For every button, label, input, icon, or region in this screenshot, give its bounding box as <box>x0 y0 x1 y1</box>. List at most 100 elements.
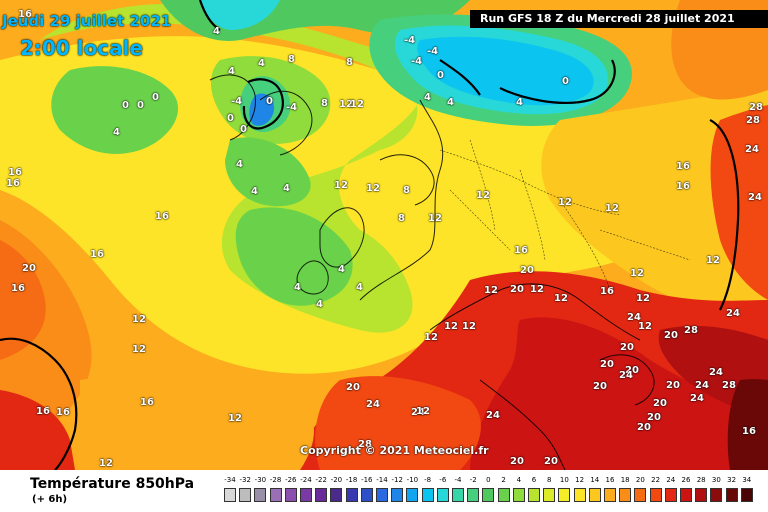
scale-tick: -10 <box>406 476 419 484</box>
scale-swatch <box>664 488 677 502</box>
isotherm-label: 4 <box>113 127 120 138</box>
isotherm-label: 20 <box>625 365 639 376</box>
isotherm-label: 16 <box>18 9 32 20</box>
isotherm-label: 4 <box>516 97 523 108</box>
scale-swatch <box>558 488 571 502</box>
scale-swatch <box>543 488 556 502</box>
copyright-notice: Copyright © 2021 Meteociel.fr <box>300 444 489 457</box>
scale-swatch <box>588 488 601 502</box>
scale-tick: 18 <box>620 476 630 484</box>
isotherm-label: 20 <box>510 284 524 295</box>
isotherm-label: 12 <box>638 321 652 332</box>
isotherm-label: 28 <box>722 380 736 391</box>
isotherm-label: 12 <box>339 99 353 110</box>
isotherm-label: 20 <box>666 380 680 391</box>
isotherm-label: 12 <box>428 213 442 224</box>
scale-swatch <box>695 488 708 502</box>
isotherm-label: 4 <box>356 282 363 293</box>
isotherm-label: 16 <box>8 167 22 178</box>
isotherm-label: 24 <box>411 407 425 418</box>
isotherm-label: 8 <box>346 57 353 68</box>
scale-swatch <box>315 488 328 502</box>
scale-swatch <box>345 488 358 502</box>
isotherm-label: -4 <box>404 35 416 46</box>
scale-tick: 0 <box>486 476 491 484</box>
isotherm-label: 0 <box>152 92 159 103</box>
isotherm-label: 12 <box>558 197 572 208</box>
run-banner: Run GFS 18 Z du Mercredi 28 juillet 2021 <box>470 10 768 28</box>
isotherm-label: 16 <box>36 406 50 417</box>
isotherm-label: 24 <box>695 380 709 391</box>
scale-tick: 34 <box>742 476 752 484</box>
scale-swatch <box>300 488 312 502</box>
scale-swatch <box>573 488 586 502</box>
isotherm-label: 24 <box>709 367 723 378</box>
scale-tick: -26 <box>285 476 297 484</box>
isotherm-label: 20 <box>647 412 661 423</box>
isotherm-label: 28 <box>684 325 698 336</box>
isotherm-label: 16 <box>155 211 169 222</box>
isotherm-label: 12 <box>636 293 650 304</box>
scale-tick: 12 <box>575 476 585 484</box>
scale-tick: -32 <box>239 476 251 484</box>
forecast-offset: (+ 6h) <box>32 494 68 505</box>
scale-tick: -30 <box>254 476 267 484</box>
scale-swatch <box>497 488 510 502</box>
scale-tick: -2 <box>469 476 477 484</box>
isotherm-label: 12 <box>132 314 146 325</box>
isotherm-label: 12 <box>605 203 619 214</box>
scale-tick: -6 <box>439 476 447 484</box>
isotherm-label: 12 <box>132 344 146 355</box>
isotherm-label: 16 <box>676 161 690 172</box>
isotherm-label: 4 <box>338 264 345 275</box>
temperature-field <box>0 0 768 470</box>
scale-swatch <box>512 488 525 502</box>
isotherm-label: 12 <box>444 321 458 332</box>
isotherm-label: 8 <box>398 213 405 224</box>
scale-tick: 20 <box>635 476 645 484</box>
isotherm-label: 0 <box>266 96 273 107</box>
isotherm-label: 24 <box>726 308 740 319</box>
isotherm-label: 20 <box>637 422 651 433</box>
scale-tick: -16 <box>361 476 373 484</box>
scale-swatch <box>224 488 236 502</box>
isotherm-label: 16 <box>11 283 25 294</box>
scale-swatch <box>649 488 662 502</box>
scale-tick: 24 <box>666 476 676 484</box>
variable-title: Température 850hPa <box>30 476 195 492</box>
isotherm-label: 20 <box>520 265 534 276</box>
isotherm-label: 24 <box>486 410 500 421</box>
scale-tick: 26 <box>681 476 691 484</box>
isotherm-label: 0 <box>562 76 569 87</box>
isotherm-label: 4 <box>447 97 454 108</box>
isotherm-label: 20 <box>346 382 360 393</box>
scale-swatch <box>680 488 692 502</box>
isotherm-label: 20 <box>510 456 524 467</box>
scale-tick: -4 <box>454 476 462 484</box>
isotherm-label: 0 <box>227 113 234 124</box>
scale-tick: 2 <box>501 476 506 484</box>
isotherm-label: 4 <box>213 26 220 37</box>
scale-tick: -12 <box>391 476 403 484</box>
isotherm-label: 4 <box>258 58 265 69</box>
isotherm-label: 16 <box>514 245 528 256</box>
scale-swatch <box>360 488 373 502</box>
isotherm-label: 12 <box>484 285 498 296</box>
isotherm-label: 24 <box>619 370 633 381</box>
scale-swatch <box>634 488 647 502</box>
isotherm-label: 12 <box>630 268 644 279</box>
isotherm-label: 12 <box>554 293 568 304</box>
isotherm-label: -4 <box>286 102 298 113</box>
isotherm-label: 16 <box>6 178 20 189</box>
isotherm-label: -4 <box>427 46 439 57</box>
scale-tick: 4 <box>516 476 522 484</box>
scale-swatch <box>619 488 632 502</box>
isotherm-label: 24 <box>690 393 704 404</box>
scale-swatch <box>391 488 404 502</box>
isotherm-label: 20 <box>600 359 614 370</box>
isotherm-label: 4 <box>316 299 323 310</box>
scale-tick: -14 <box>376 476 388 484</box>
isotherm-label: 8 <box>321 98 328 109</box>
isotherm-label: 4 <box>294 282 301 293</box>
scale-tick: 16 <box>605 476 615 484</box>
